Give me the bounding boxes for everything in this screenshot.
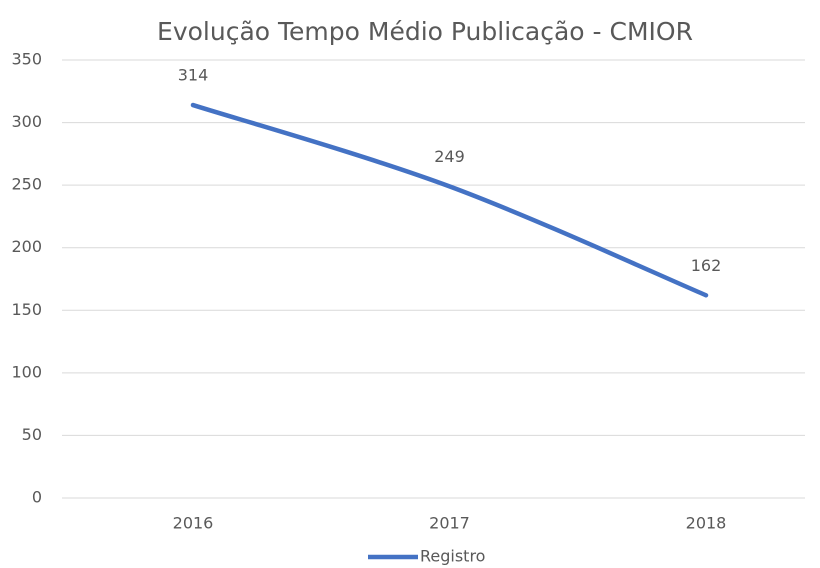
line-series — [190, 102, 709, 298]
x-tick-label: 2017 — [429, 514, 470, 533]
y-tick-label: 300 — [11, 112, 42, 131]
legend-label: Registro — [420, 547, 485, 566]
y-tick-label: 200 — [11, 237, 42, 256]
y-tick-label: 50 — [22, 425, 42, 444]
data-label: 162 — [691, 256, 722, 275]
y-tick-label: 250 — [11, 175, 42, 194]
y-tick-label: 100 — [11, 362, 42, 381]
y-tick-label: 0 — [32, 488, 42, 507]
chart-title: Evolução Tempo Médio Publicação - CMIOR — [157, 17, 693, 46]
y-tick-label: 150 — [11, 300, 42, 319]
x-tick-label: 2016 — [173, 514, 214, 533]
y-tick-label: 350 — [11, 50, 42, 69]
data-label: 314 — [178, 66, 209, 85]
data-label: 249 — [434, 147, 465, 166]
x-tick-label: 2018 — [686, 514, 727, 533]
